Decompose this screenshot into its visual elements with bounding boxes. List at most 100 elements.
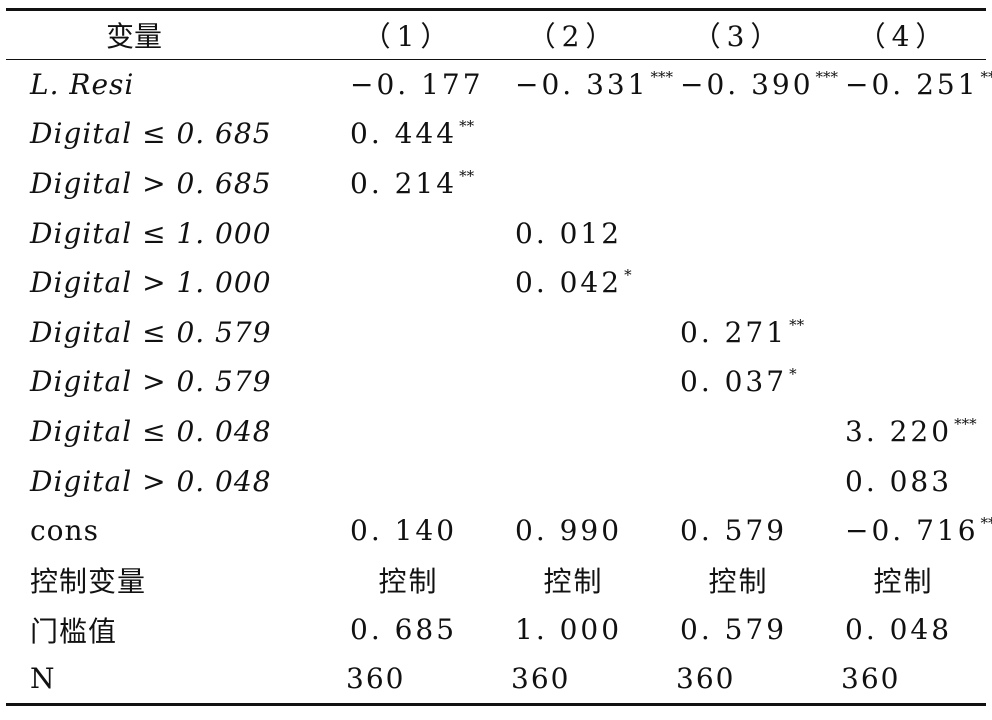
coef-cell-col-1: 0. 444 ** [326,109,491,159]
coef-cell-col-3 [656,258,821,308]
table-row: Digital > 0. 048 0. 083 [6,456,986,506]
table-row: Digital > 0. 685 0. 214 ** [6,159,986,209]
coef-cell-col-4: 0. 083 [821,456,986,506]
header-col-3: （3） [656,8,821,60]
coef-cell-col-4 [821,159,986,209]
threshold-cell-col-3: 0. 579 [680,613,788,647]
coef-value: 0. 042 [515,266,623,300]
coef-value: 0. 037 [680,365,788,399]
coef-cell-col-2 [491,407,656,457]
coef-cell-col-3 [656,208,821,258]
coef-cell-col-2: 0. 990 [491,506,656,556]
row-label: Digital ≤ 0. 048 [30,414,272,448]
controls-label: 控制变量 [30,565,147,599]
table-row: Digital > 1. 000 0. 042 * [6,258,986,308]
threshold-row: 门槛值 0. 685 1. 000 0. 579 0. 048 [6,605,986,655]
coef-cell-col-4 [821,258,986,308]
threshold-cell-col-1: 0. 685 [350,613,458,647]
row-label: Digital > 0. 048 [30,464,272,498]
coef-cell-col-2 [491,357,656,407]
coef-cell-col-1 [326,208,491,258]
coef-cell-col-1 [326,258,491,308]
row-label: Digital > 0. 685 [30,166,272,200]
coef-value: −0. 177 [350,68,484,102]
row-label: Digital ≤ 0. 685 [30,117,272,151]
header-col-2: （2） [491,8,656,60]
coef-cell-col-1 [326,357,491,407]
controls-cell-col-1: 控制 [378,565,439,599]
coef-value: −0. 331 [515,68,649,102]
threshold-label: 门槛值 [30,614,118,648]
significance-stars: *** [954,414,977,433]
coef-value: 0. 012 [515,216,623,250]
table-row: Digital > 0. 579 0. 037 * [6,357,986,407]
header-variable: 变量 [6,8,326,60]
table-row: Digital ≤ 0. 685 0. 444 ** [6,109,986,159]
n-cell-col-4: 360 [821,654,986,706]
coef-cell-col-1: 0. 214 ** [326,159,491,209]
n-row: N 360 360 360 360 [6,654,986,706]
coef-cell-col-1: −0. 177 [326,60,491,110]
controls-cell-col-2: 控制 [543,565,604,599]
coef-value: 0. 214 [350,166,458,200]
controls-row: 控制变量 控制 控制 控制 控制 [6,555,986,605]
row-label: Digital > 0. 579 [30,365,272,399]
table-row: L. Resi −0. 177 −0. 331 *** −0. 390 *** −0. 25… [6,60,992,110]
coef-cell-col-4 [821,109,986,159]
coef-cell-col-4 [821,357,986,407]
coef-cell-col-2 [491,307,656,357]
significance-stars: ** [789,315,805,334]
coef-value: 0. 990 [515,514,623,548]
header-col-1: （1） [326,8,491,60]
controls-cell-col-3: 控制 [708,565,769,599]
coef-value: 0. 271 [680,315,788,349]
coef-cell-col-4: 3. 220 *** [821,407,986,457]
coef-cell-col-4 [821,307,986,357]
table-row: Digital ≤ 0. 048 3. 220 *** [6,407,986,457]
header-col-4: （4） [821,8,986,60]
coef-cell-col-3 [656,456,821,506]
coef-cell-col-4: −0. 251*** [821,60,992,110]
coef-cell-col-2 [491,109,656,159]
coef-cell-col-3 [656,109,821,159]
coef-cell-col-3 [656,159,821,209]
table-body: L. Resi −0. 177 −0. 331 *** −0. 390 *** −0. 25… [6,60,992,706]
coef-value: 0. 083 [845,464,953,498]
coef-value: 3. 220 [845,414,953,448]
coef-value: 0. 579 [680,514,788,548]
coef-cell-col-3: 0. 037 * [656,357,821,407]
regression-table: 变量 （1） （2） （3） （4） L. Resi −0. 177 −0. 331… [6,8,992,706]
coef-value: −0. 716 [845,514,979,548]
coef-value: 0. 140 [350,514,458,548]
coef-cell-col-2: 0. 042 * [491,258,656,308]
significance-stars: * [789,365,797,384]
row-label: Digital > 1. 000 [30,266,272,300]
row-label: L. Resi [30,68,135,102]
coef-cell-col-1: 0. 140 [326,506,491,556]
table-row: Digital ≤ 0. 579 0. 271 ** [6,307,986,357]
table-row: Digital ≤ 1. 000 0. 012 [6,208,986,258]
n-label: N [6,654,326,706]
coef-cell-col-1 [326,307,491,357]
controls-cell-col-4: 控制 [873,565,934,599]
threshold-cell-col-4: 0. 048 [845,613,953,647]
coef-value: −0. 251 [845,68,979,102]
coef-cell-col-3: 0. 271 ** [656,307,821,357]
coef-cell-col-2: −0. 331 *** [491,60,673,110]
coef-cell-col-1 [326,456,491,506]
coef-cell-col-4: −0. 716** [821,506,992,556]
row-label: Digital ≤ 1. 000 [30,216,272,250]
n-cell-col-3: 360 [656,654,821,706]
coef-value: 0. 444 [350,117,458,151]
significance-stars: ** [459,117,475,136]
significance-stars: ** [459,166,475,185]
coef-value: −0. 390 [680,68,814,102]
threshold-cell-col-2: 1. 000 [515,613,623,647]
row-label: Digital ≤ 0. 579 [30,315,272,349]
coef-cell-col-3: 0. 579 [656,506,821,556]
significance-stars: *** [980,68,992,87]
coef-cell-col-2 [491,159,656,209]
n-cell-col-2: 360 [491,654,656,706]
coef-cell-col-3: −0. 390 *** [656,60,838,110]
significance-stars: * [624,266,632,285]
